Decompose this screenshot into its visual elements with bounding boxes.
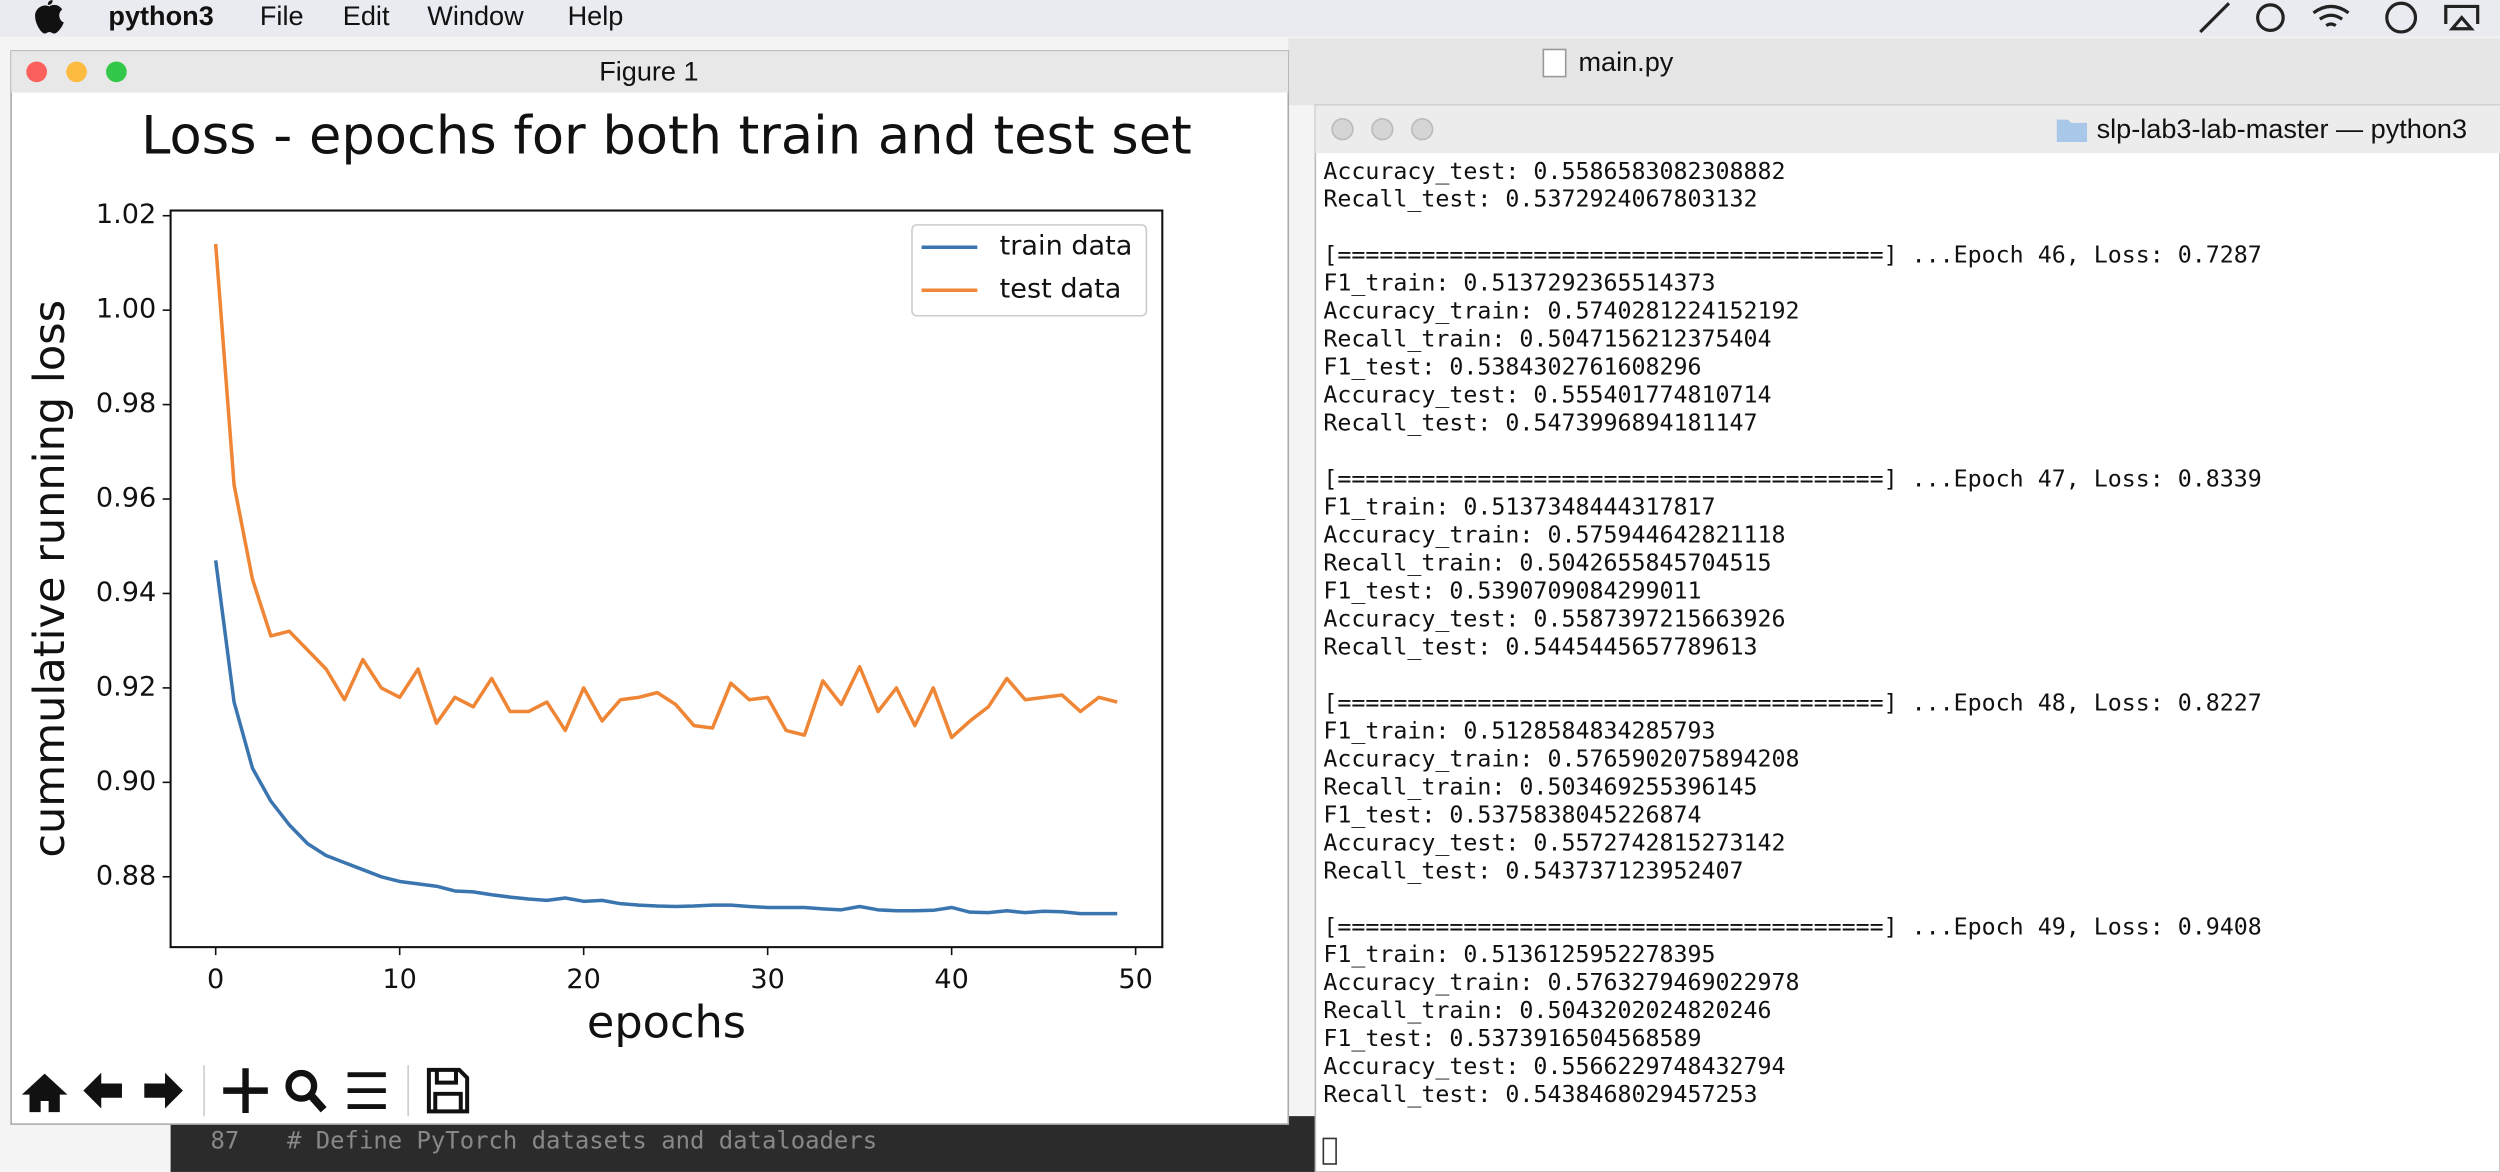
series-line — [213, 243, 1118, 740]
y-tick-label: 0.98 — [96, 388, 156, 419]
menu-app[interactable]: python3 — [108, 0, 213, 31]
y-tick-label: 0.96 — [96, 483, 156, 514]
progress-line: [=======================================… — [1323, 466, 2261, 493]
terminal-output: Accuracy_test: 0.5586583082308882Recall_… — [1323, 158, 2261, 1108]
terminal-titlebar — [1315, 105, 2500, 154]
output-line: F1_train: 0.5137348444317817 — [1323, 494, 1715, 521]
menu-bar — [0, 0, 2500, 37]
output-line: Recall_train: 0.5047156212375404 — [1323, 326, 1771, 353]
output-line: Accuracy_test: 0.555401774810714 — [1323, 382, 1771, 409]
menu-item[interactable]: File — [260, 0, 304, 31]
output-line: Accuracy_train: 0.575944642821118 — [1323, 522, 1785, 549]
status-icon[interactable] — [2385, 1, 2418, 34]
x-tick-label: 10 — [382, 964, 416, 995]
configure-button[interactable] — [347, 1072, 386, 1109]
output-line: Accuracy_test: 0.5566229748432794 — [1323, 1053, 1785, 1080]
editor-tab-title: main.py — [1578, 46, 1673, 77]
output-line: F1_test: 0.5373916504568589 — [1323, 1025, 1701, 1052]
y-tick-label: 1.00 — [96, 294, 156, 325]
output-line: F1_test: 0.5390709084299011 — [1323, 577, 1701, 604]
status-icon[interactable] — [2199, 2, 2231, 34]
save-button[interactable] — [426, 1067, 470, 1114]
legend-label: test data — [1000, 274, 1122, 305]
editor-titlebar — [1288, 38, 2500, 106]
close-button[interactable] — [26, 61, 48, 83]
y-tick-label: 1.02 — [96, 199, 156, 230]
x-tick-label: 30 — [750, 964, 784, 995]
progress-line: [=======================================… — [1323, 913, 2261, 940]
output-line: Recall_train: 0.5043202024820246 — [1323, 997, 1771, 1024]
output-line: F1_test: 0.5375838045226874 — [1323, 801, 1701, 828]
y-axis-label: cummulative running loss — [25, 300, 75, 858]
output-line: Accuracy_train: 0.5763279469022978 — [1323, 969, 1799, 996]
window-button[interactable] — [1371, 118, 1394, 141]
progress-line: [=======================================… — [1323, 689, 2261, 716]
file-icon — [1542, 48, 1567, 78]
menu-item[interactable]: Help — [568, 0, 624, 31]
status-icons — [2199, 1, 2480, 34]
output-line: Accuracy_test: 0.5586583082308882 — [1323, 158, 1785, 185]
figure-title: Figure 1 — [599, 56, 698, 87]
y-tick-label: 0.92 — [96, 671, 156, 702]
output-line: Accuracy_train: 0.5765902075894208 — [1323, 745, 1799, 772]
y-tick-label: 0.90 — [96, 766, 156, 797]
home-button[interactable] — [21, 1073, 68, 1113]
status-icon[interactable] — [2312, 4, 2350, 27]
chart-title: Loss - epochs for both train and test se… — [141, 105, 1192, 166]
back-button[interactable] — [83, 1072, 122, 1109]
code-line: # Define PyTorch datasets and dataloader… — [287, 1127, 877, 1155]
terminal-title: slp-lab3-lab-master — python3 — [2097, 113, 2467, 144]
output-line: Accuracy_test: 0.5587397215663926 — [1323, 605, 1785, 632]
menu-item[interactable]: Edit — [343, 0, 390, 31]
progress-line: [=======================================… — [1323, 242, 2261, 269]
editor-code-area — [170, 1116, 1319, 1172]
output-line: F1_train: 0.5136125952278395 — [1323, 941, 1715, 968]
zoom-button[interactable] — [106, 61, 127, 83]
y-tick-label: 0.94 — [96, 577, 156, 608]
legend: train data test data — [911, 224, 1148, 317]
window-button[interactable] — [1411, 118, 1434, 141]
output-line: Recall_train: 0.503469255396145 — [1323, 773, 1757, 800]
zoom-tool[interactable] — [285, 1069, 327, 1113]
x-tick-label: 50 — [1118, 964, 1152, 995]
menu-item[interactable]: Window — [427, 0, 524, 31]
output-line: Recall_test: 0.5445445657789613 — [1323, 633, 1757, 660]
output-line: Recall_test: 0.5438468029457253 — [1323, 1081, 1757, 1108]
status-icon[interactable] — [2444, 4, 2480, 31]
terminal-window — [1314, 104, 2500, 1172]
toolbar — [21, 1065, 470, 1117]
output-line: Recall_test: 0.5372924067803132 — [1323, 186, 1757, 213]
output-line: F1_train: 0.5128584834285793 — [1323, 717, 1715, 744]
output-line: F1_test: 0.5384302761608296 — [1323, 354, 1701, 381]
chart: Loss - epochs for both train and test se… — [25, 105, 1192, 1048]
window-button[interactable] — [1331, 118, 1354, 141]
folder-icon — [2056, 119, 2088, 142]
status-icon[interactable] — [2256, 3, 2285, 32]
output-line: Accuracy_train: 0.5740281224152192 — [1323, 298, 1799, 325]
cursor — [1322, 1137, 1337, 1165]
output-line: F1_train: 0.5137292365514373 — [1323, 270, 1715, 297]
legend-label: train data — [1000, 231, 1133, 262]
x-tick-label: 40 — [934, 964, 968, 995]
output-line: Accuracy_test: 0.5572742815273142 — [1323, 829, 1785, 856]
pan-button[interactable] — [223, 1068, 268, 1113]
forward-button[interactable] — [144, 1072, 183, 1109]
output-line: Recall_test: 0.5473996894181147 — [1323, 410, 1757, 437]
y-tick-label: 0.88 — [96, 860, 156, 891]
axes-frame — [169, 209, 1164, 949]
figure-titlebar — [11, 51, 1289, 93]
menu-items: File Edit Window Help — [260, 0, 623, 31]
series-line — [213, 560, 1118, 916]
x-axis-label: epochs — [587, 996, 746, 1048]
apple-logo[interactable] — [35, 0, 64, 34]
x-tick-label: 0 — [207, 964, 224, 995]
line-number: 87 — [210, 1127, 239, 1155]
output-line: Recall_train: 0.5042655845704515 — [1323, 549, 1771, 576]
x-tick-label: 20 — [566, 964, 600, 995]
output-line: Recall_test: 0.543737123952407 — [1323, 857, 1743, 884]
minimize-button[interactable] — [66, 61, 87, 83]
figure-window — [10, 50, 1290, 1125]
